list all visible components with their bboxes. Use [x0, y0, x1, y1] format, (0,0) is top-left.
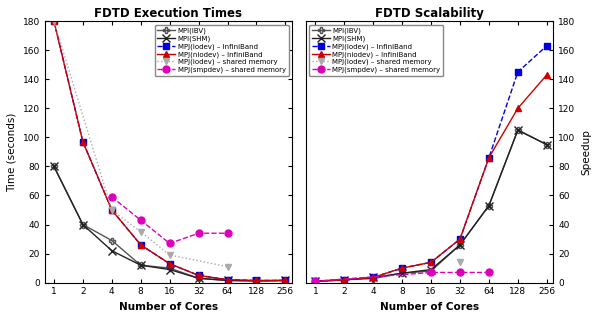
X-axis label: Number of Cores: Number of Cores [380, 302, 479, 312]
Title: FDTD Scalability: FDTD Scalability [376, 7, 484, 20]
Legend: MPI(IBV), MPI(SHM), MPJ(iodev) – InfiniBand, MPJ(niodev) – InfiniBand, MPJ(iodev: MPI(IBV), MPI(SHM), MPJ(iodev) – InfiniB… [155, 25, 288, 76]
X-axis label: Number of Cores: Number of Cores [119, 302, 218, 312]
Y-axis label: Speedup: Speedup [581, 129, 591, 175]
Legend: MPI(IBV), MPI(SHM), MPJ(iodev) – InfiniBand, MPJ(niodev) – InfiniBand, MPJ(iodev: MPI(IBV), MPI(SHM), MPJ(iodev) – InfiniB… [310, 25, 443, 76]
Y-axis label: Time (seconds): Time (seconds) [7, 112, 17, 192]
Title: FDTD Execution Times: FDTD Execution Times [94, 7, 242, 20]
